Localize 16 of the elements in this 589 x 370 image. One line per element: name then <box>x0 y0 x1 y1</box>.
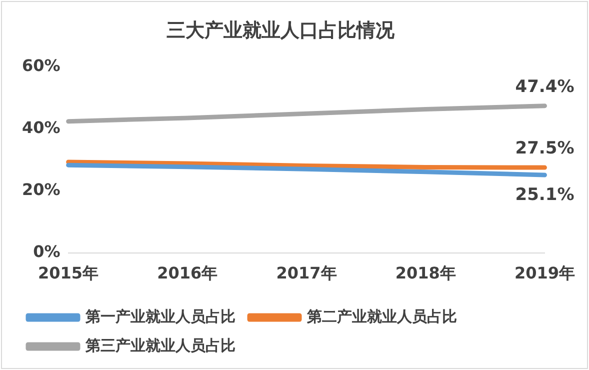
x-tick-label: 2016年 <box>157 264 218 283</box>
data-label: 25.1% <box>515 184 574 205</box>
y-tick-label: 40% <box>22 118 60 137</box>
x-tick-label: 2015年 <box>38 264 99 283</box>
y-tick-label: 60% <box>22 56 60 75</box>
chart-title: 三大产业就业人口占比情况 <box>166 19 396 42</box>
y-tick-label: 0% <box>33 242 60 261</box>
x-tick-label: 2017年 <box>276 264 337 283</box>
data-label: 27.5% <box>515 138 574 158</box>
y-tick-label: 20% <box>22 180 60 199</box>
x-tick-label: 2018年 <box>395 264 456 283</box>
legend-label: 第一产业就业人员占比 <box>84 307 236 326</box>
legend-label: 第二产业就业人员占比 <box>306 307 457 326</box>
legend-label: 第三产业就业人员占比 <box>84 336 236 354</box>
data-label: 47.4% <box>515 76 574 97</box>
x-tick-label: 2019年 <box>514 264 575 283</box>
